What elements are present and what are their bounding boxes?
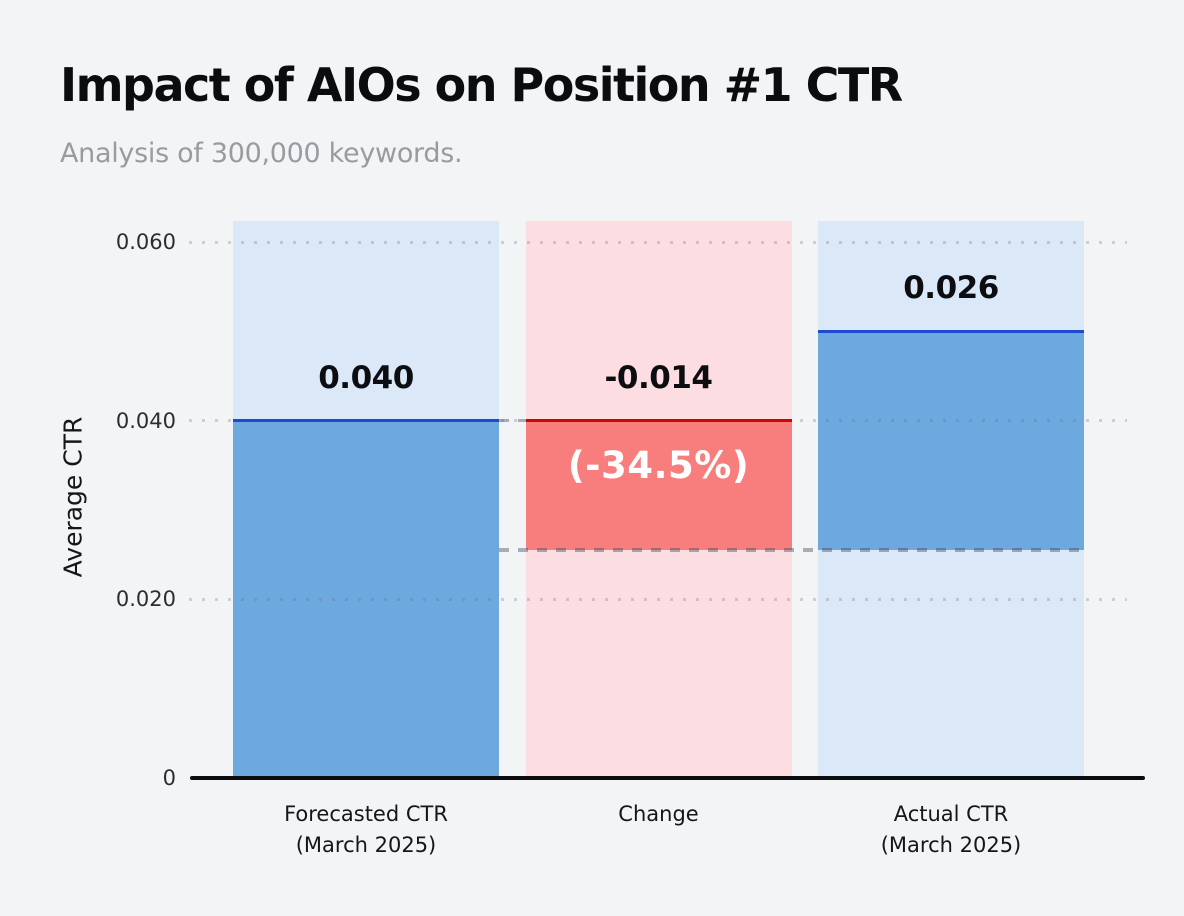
y-tick-0.060: 0.060 (115, 230, 176, 254)
y-tick-0.040: 0.040 (115, 408, 176, 433)
chart-subtitle: Analysis of 300,000 keywords. (60, 138, 463, 169)
x-axis-line (190, 775, 1145, 780)
x-label-line: (March 2025) (880, 833, 1022, 857)
bar-top-line-forecasted-ctr (233, 418, 499, 423)
y-tick-0.020: 0.020 (115, 587, 176, 611)
x-label-line: (March 2025) (295, 833, 437, 857)
value-label-forecasted-ctr: 0.040 (318, 359, 414, 396)
gridline-0.02 (189, 597, 1127, 601)
inner-label-change: (-34.5%) (567, 443, 750, 487)
value-label-change: -0.014 (604, 359, 713, 396)
y-tick-0: 0 (162, 765, 176, 790)
bar-change (525, 420, 792, 550)
x-label-forecasted-ctr: Forecasted CTR (March 2025) (206, 799, 526, 861)
connector-1 (499, 548, 1084, 552)
bar-forecasted-ctr (233, 420, 499, 778)
bar-actual-ctr (818, 331, 1084, 550)
x-label-line: Change (618, 802, 699, 826)
chart-title: Impact of AIOs on Position #1 CTR (60, 58, 903, 112)
x-label-change: Change (499, 799, 819, 830)
x-label-line: Actual CTR (893, 802, 1009, 826)
x-label-line: Forecasted CTR (284, 802, 448, 826)
gridline-0.06 (189, 240, 1127, 244)
x-label-actual-ctr: Actual CTR (March 2025) (791, 799, 1111, 861)
bar-top-line-change (525, 418, 792, 423)
connector-0 (499, 418, 526, 423)
bar-top-line-actual-ctr (818, 329, 1084, 333)
value-label-actual-ctr: 0.026 (903, 270, 999, 307)
